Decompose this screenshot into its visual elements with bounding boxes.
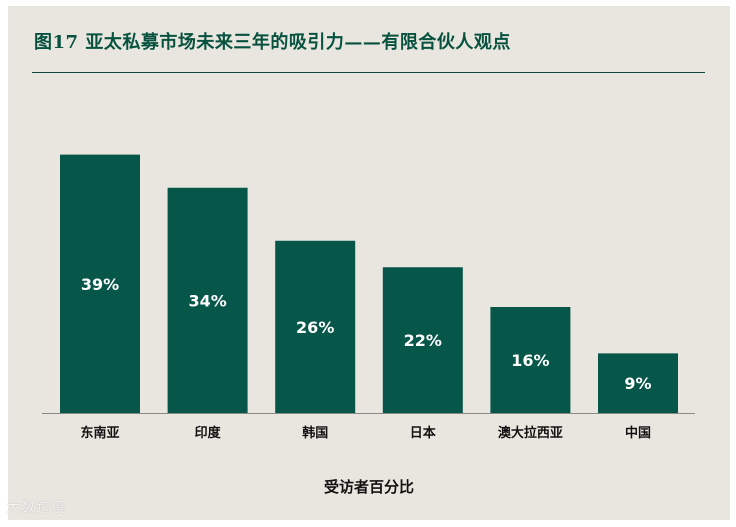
bar-3 [382, 267, 463, 413]
title-divider [32, 72, 705, 73]
watermark-logo: 大数跨境 [6, 500, 66, 516]
x-tick-label: 印度 [195, 425, 222, 441]
x-tick-label: 澳大拉西亚 [498, 425, 563, 441]
bar-4 [490, 307, 571, 413]
bar-2 [275, 240, 356, 413]
x-tick-label: 日本 [410, 425, 436, 441]
bar-value-label: 26% [296, 318, 334, 337]
bar-5 [598, 353, 678, 413]
x-tick-label: 韩国 [302, 425, 328, 441]
bar-1 [167, 187, 248, 413]
x-tick-label: 中国 [625, 425, 651, 441]
x-axis-title: 受访者百分比 [323, 478, 414, 496]
bar-value-label: 16% [511, 351, 549, 370]
bar-value-label: 34% [188, 291, 226, 310]
chart-title: 图17 亚太私募市场未来三年的吸引力——有限合伙人观点 [34, 32, 511, 53]
bar-chart: 39% 东南亚 34% 印度 26% 韩国 22% 日本 16% 澳大拉西亚 9% 中国 [42, 154, 695, 441]
bar-value-label: 22% [404, 331, 442, 350]
x-tick-label: 东南亚 [80, 425, 119, 441]
bar-0 [60, 154, 140, 413]
bar-value-label: 9% [624, 374, 651, 393]
bar-value-label: 39% [81, 275, 119, 294]
chart-card: 图17 亚太私募市场未来三年的吸引力——有限合伙人观点 39% 东南亚 34% 印度 2… [8, 6, 730, 520]
